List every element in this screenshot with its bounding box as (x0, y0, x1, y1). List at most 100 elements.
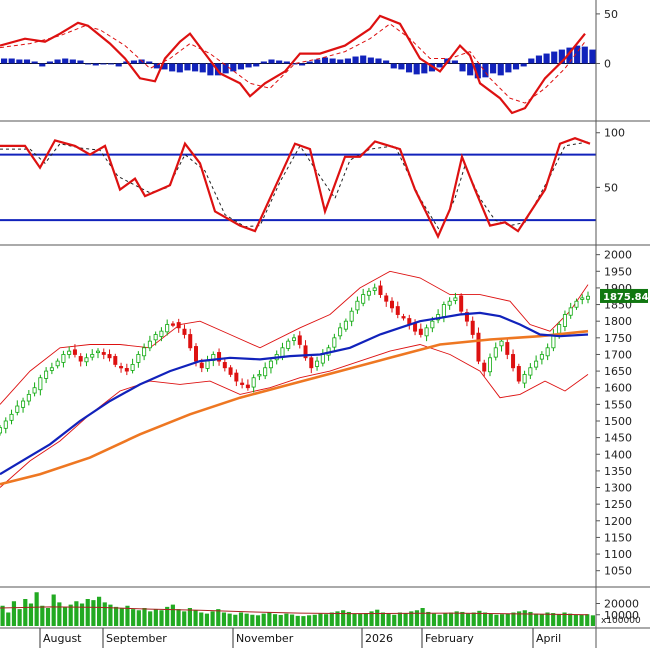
volume-bar (443, 613, 448, 626)
candle-body (332, 337, 337, 348)
candle-body (176, 322, 181, 329)
macd-histogram-bar (383, 60, 390, 64)
volume-bar (522, 610, 527, 626)
candle-body (3, 420, 8, 429)
volume-bar (0, 605, 5, 626)
macd-histogram-bar (161, 63, 168, 70)
candle-body (67, 350, 72, 355)
candle-body (291, 337, 296, 341)
volume-bar (324, 614, 329, 626)
candle-body (245, 384, 250, 389)
volume-bar (244, 613, 249, 626)
volume-bar (494, 614, 499, 626)
macd-histogram-bar (16, 59, 23, 64)
candle-body (395, 306, 400, 315)
month-label: September (106, 632, 167, 645)
volume-bar (380, 612, 385, 626)
volume-bar (238, 612, 244, 626)
candle-body (539, 354, 544, 360)
volume-bar (193, 610, 198, 626)
macd-histogram-bar (497, 63, 504, 76)
macd-histogram-bar (8, 58, 15, 64)
candle-body (366, 290, 371, 296)
volume-bar (579, 614, 584, 626)
candle-body (586, 295, 591, 300)
candle-body (142, 347, 147, 357)
macd-histogram-bar (291, 63, 298, 65)
volume-bar (556, 614, 561, 626)
candle-body (413, 323, 418, 332)
volume-bar (62, 606, 68, 626)
macd-histogram-bar (260, 61, 267, 64)
candle-body (49, 367, 54, 371)
volume-bar (482, 612, 488, 626)
volume-bar (426, 611, 431, 626)
candle-body (493, 347, 498, 358)
volume-bar (329, 612, 334, 626)
macd-histogram-bar (192, 63, 199, 72)
candle-body (384, 295, 389, 302)
volume-bar (471, 612, 476, 626)
macd-histogram-bar (321, 57, 329, 64)
volume-bar (437, 614, 442, 626)
volume-bar (392, 614, 397, 626)
candle-body (234, 372, 239, 382)
candle-body (38, 377, 43, 391)
macd-histogram-bar (169, 63, 176, 72)
volume-bar (91, 600, 96, 626)
volume-bar (397, 612, 403, 626)
macd-histogram-bar (1, 58, 8, 64)
macd-histogram-bar (107, 63, 115, 65)
macd-histogram-bar (344, 58, 351, 64)
macd-histogram-bar (153, 63, 160, 69)
price-tick-label: 1500 (604, 415, 632, 428)
candle-body (78, 356, 83, 362)
volume-bar (284, 613, 289, 626)
candle-body (222, 362, 227, 369)
macd-tick-label: 0 (604, 57, 611, 70)
volume-bar (358, 613, 363, 626)
candle-body (119, 366, 124, 369)
candle-body (378, 285, 383, 295)
price-tick-label: 1200 (604, 515, 632, 528)
volume-bar (346, 611, 351, 626)
macd-histogram-bar (146, 61, 153, 64)
volume-bar (562, 612, 567, 626)
macd-histogram-bar (459, 63, 466, 72)
candle-body (257, 374, 262, 377)
volume-bar (221, 612, 227, 626)
macd-histogram-bar (551, 51, 558, 64)
macd-histogram-bar (314, 59, 321, 64)
macd-histogram-bar (138, 59, 145, 64)
macd-histogram-bar (54, 59, 61, 64)
month-label: August (43, 632, 82, 645)
volume-bar (568, 613, 573, 626)
volume-bar (278, 614, 283, 626)
candle-body (124, 368, 129, 372)
volume-bar (153, 609, 158, 626)
bollinger-lower-line (0, 344, 589, 488)
volume-bar (312, 614, 317, 626)
volume-bar (545, 612, 550, 626)
macd-histogram-bar (222, 63, 229, 74)
macd-histogram-bar (237, 63, 245, 70)
month-label: April (536, 632, 561, 645)
price-tick-label: 1550 (604, 398, 632, 411)
candle-body (511, 354, 516, 369)
candle-body (487, 357, 492, 373)
volume-bar (414, 610, 420, 626)
candle-body (228, 367, 233, 375)
volume-bar (45, 608, 51, 626)
macd-histogram-bar (92, 63, 99, 66)
volume-bar (142, 608, 147, 626)
volume-bar (23, 599, 28, 626)
volume-bar (210, 611, 215, 626)
candle-body (101, 352, 106, 355)
candle-body (217, 352, 222, 362)
ma-slow-line (0, 329, 589, 486)
candle-body (32, 387, 37, 394)
macd-histogram-bar (230, 63, 237, 72)
macd-histogram-bar (85, 63, 92, 65)
volume-bar (227, 613, 232, 626)
